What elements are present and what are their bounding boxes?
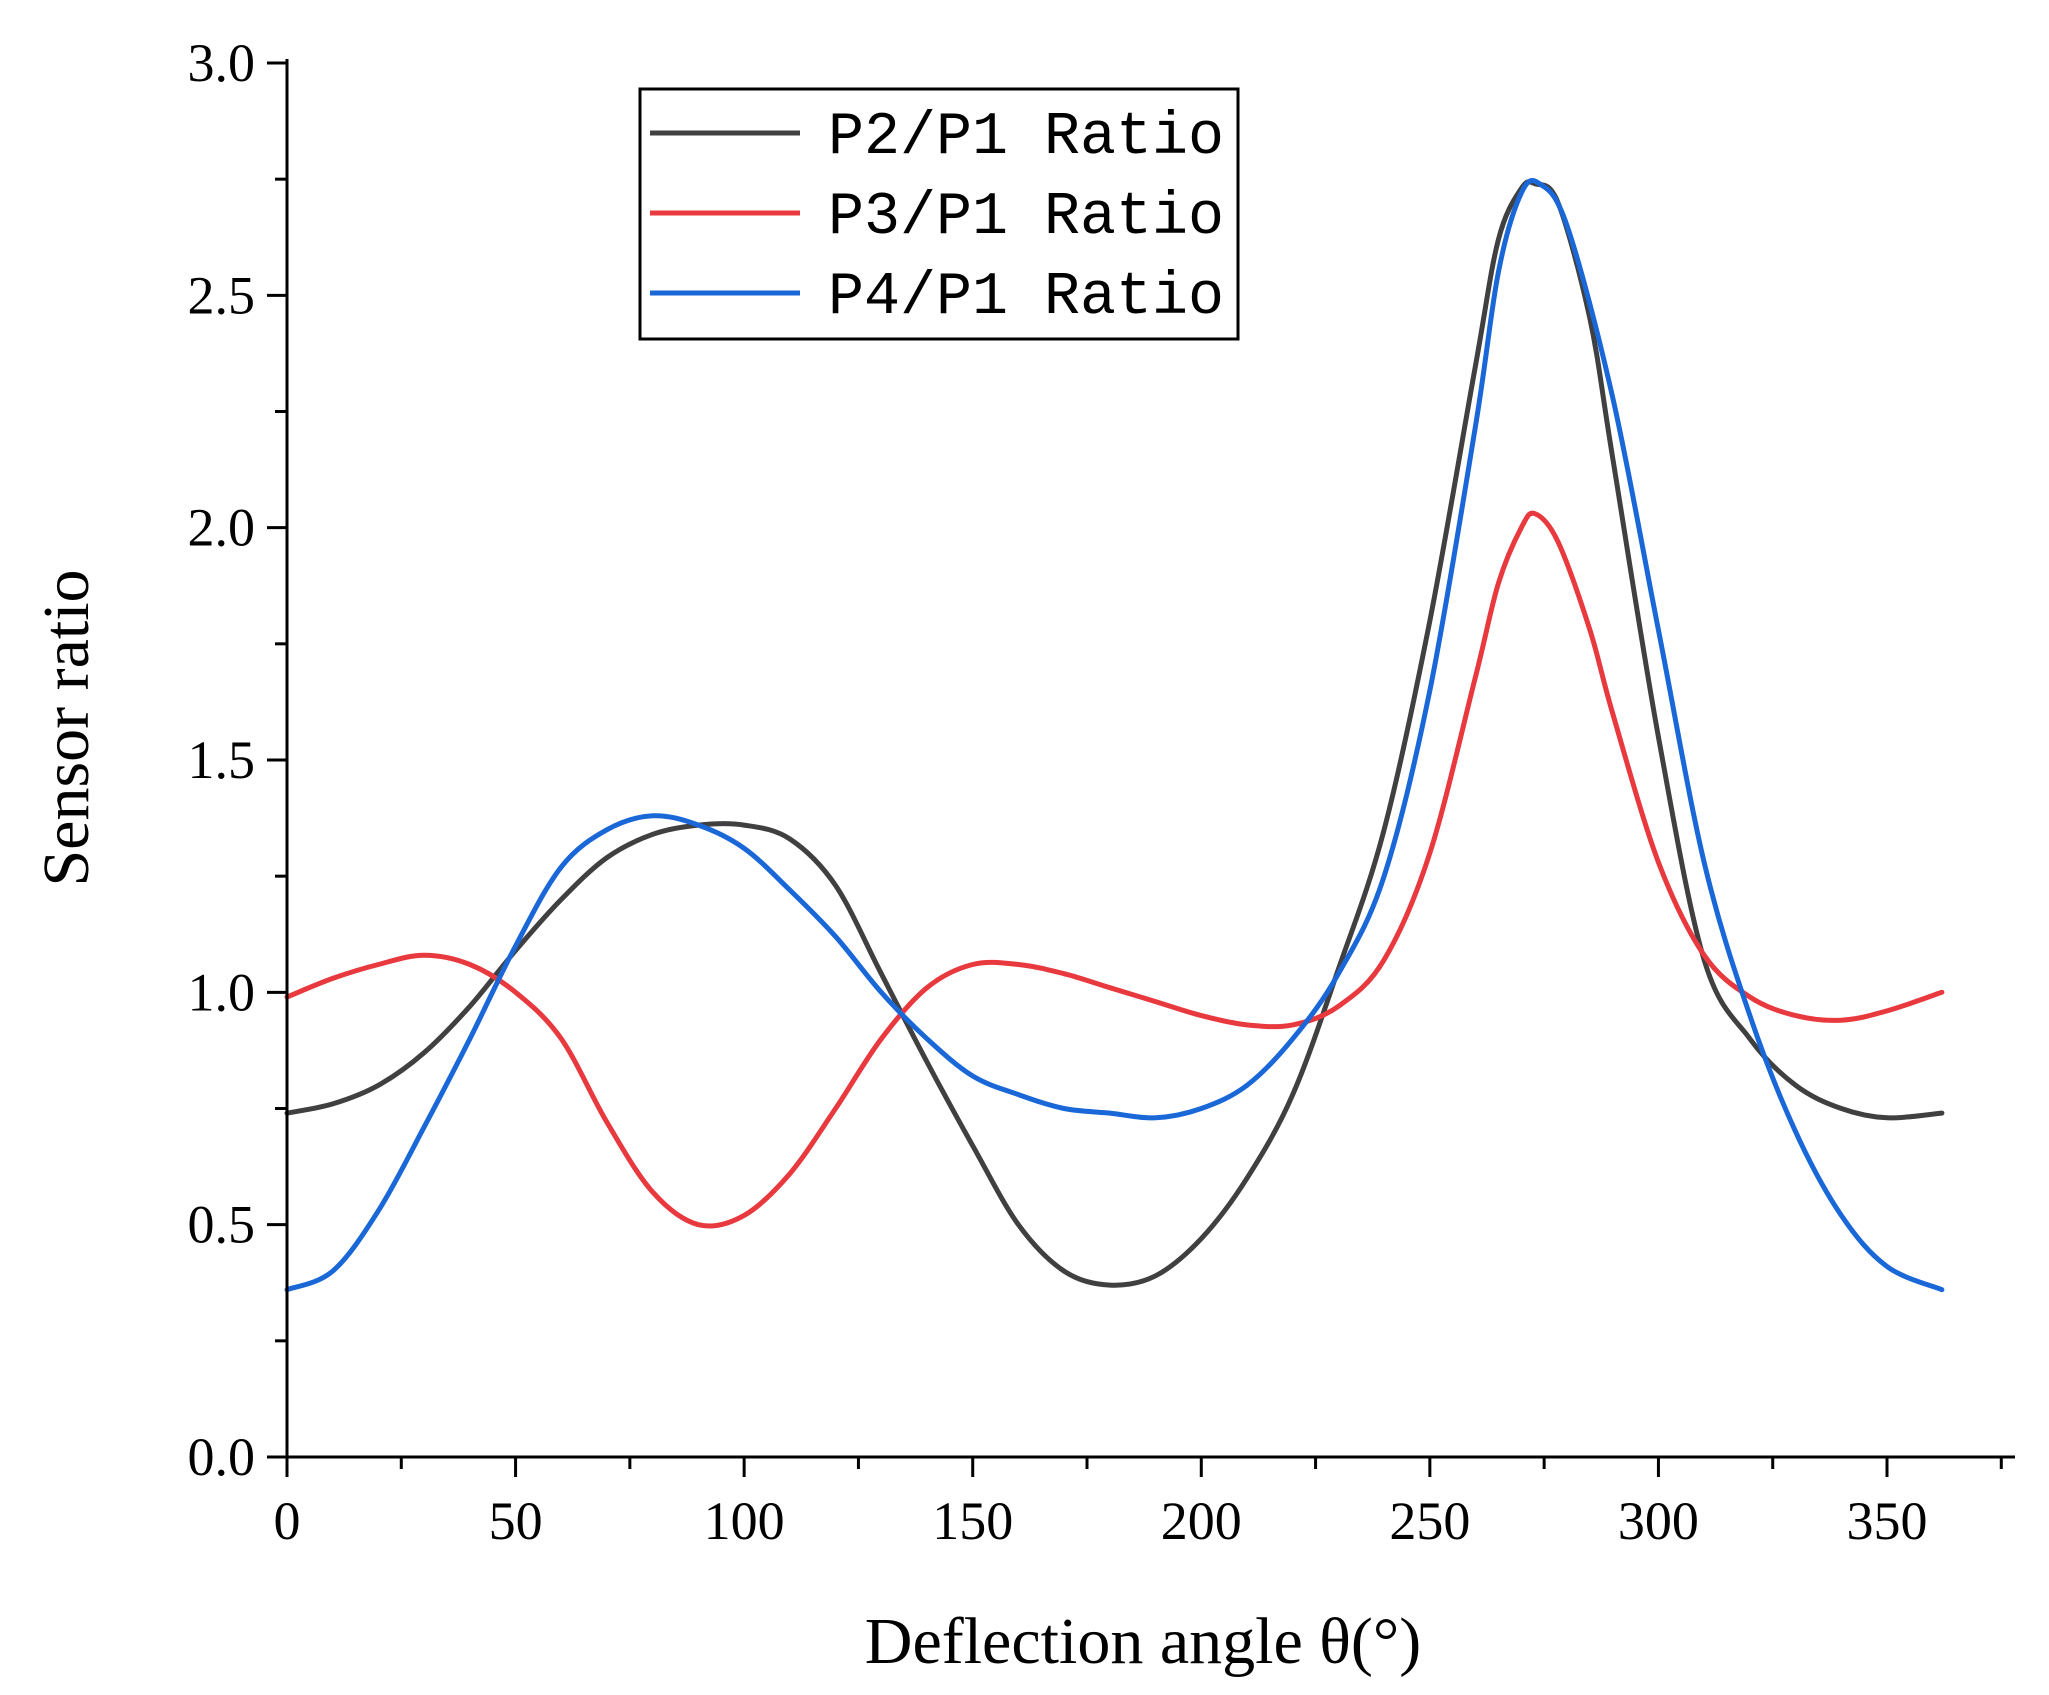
y-tick-label: 3.0 (188, 33, 256, 93)
x-axis-title: Deflection angle θ(°) (865, 1605, 1421, 1678)
y-tick-label: 2.5 (188, 265, 256, 325)
legend-label: P2/P1 Ratio (828, 104, 1224, 172)
x-tick-label: 250 (1389, 1491, 1470, 1551)
series-layer (284, 178, 1945, 1293)
y-tick-label: 0.0 (188, 1427, 256, 1487)
series-line-1 (284, 179, 1945, 1288)
x-tick-label: 150 (932, 1491, 1013, 1551)
x-tick-label: 50 (489, 1491, 543, 1551)
x-tick-label: 350 (1847, 1491, 1928, 1551)
axes-layer: 0 50 100 150 200 250 300 350 0.0 0.5 1.0 1.5 2.0 2.5 3… (188, 33, 2015, 1551)
y-tick-label: 1.0 (188, 962, 256, 1022)
x-tick-label: 0 (274, 1491, 301, 1551)
y-tick-label: 2.0 (188, 498, 256, 558)
y-axis-title: Sensor ratio (30, 569, 103, 886)
x-tick-label: 200 (1161, 1491, 1242, 1551)
y-tick-label: 1.5 (188, 730, 256, 790)
legend-label: P4/P1 Ratio (828, 264, 1224, 332)
x-tick-label: 100 (704, 1491, 785, 1551)
series-line-2 (284, 510, 1945, 1229)
x-tick-label: 300 (1618, 1491, 1699, 1551)
legend-label: P3/P1 Ratio (828, 184, 1224, 252)
y-tick-label: 0.5 (188, 1195, 256, 1255)
series-line-3 (284, 178, 1945, 1293)
legend: P2/P1 Ratio P3/P1 Ratio P4/P1 Ratio (638, 87, 1240, 341)
